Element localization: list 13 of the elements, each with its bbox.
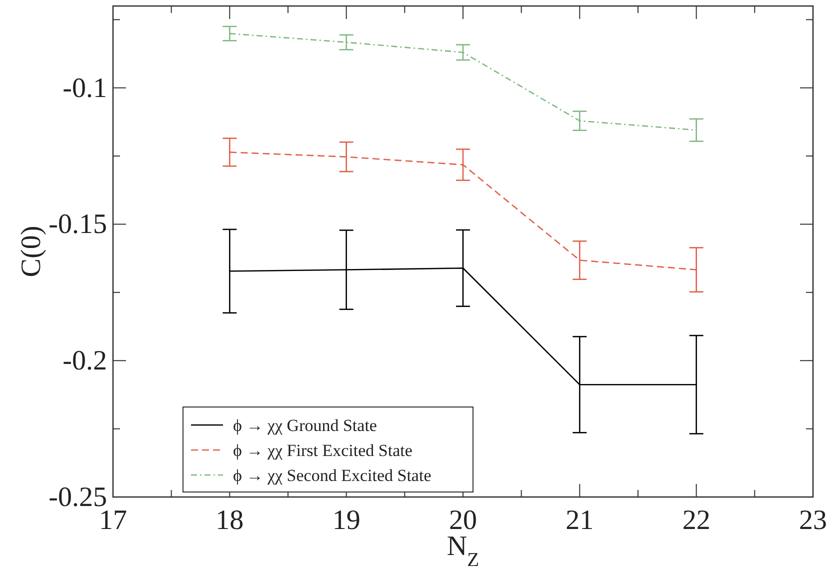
y-axis-title: C(0) [16,226,47,278]
x-tick-label: 17 [99,505,127,536]
x-tick-label: 23 [799,505,827,536]
x-tick-label: 21 [566,505,594,536]
y-tick-label: -0.15 [48,209,107,240]
x-tick-label: 22 [682,505,710,536]
legend-label: ϕ → χχ First Excited State [233,441,412,460]
x-tick-label: 18 [216,505,244,536]
legend-label: ϕ → χχ Second Excited State [233,466,432,485]
legend-label: ϕ → χχ Ground State [233,416,377,435]
x-tick-label: 19 [332,505,360,536]
y-tick-label: -0.2 [62,346,107,377]
y-tick-label: -0.1 [62,72,107,104]
